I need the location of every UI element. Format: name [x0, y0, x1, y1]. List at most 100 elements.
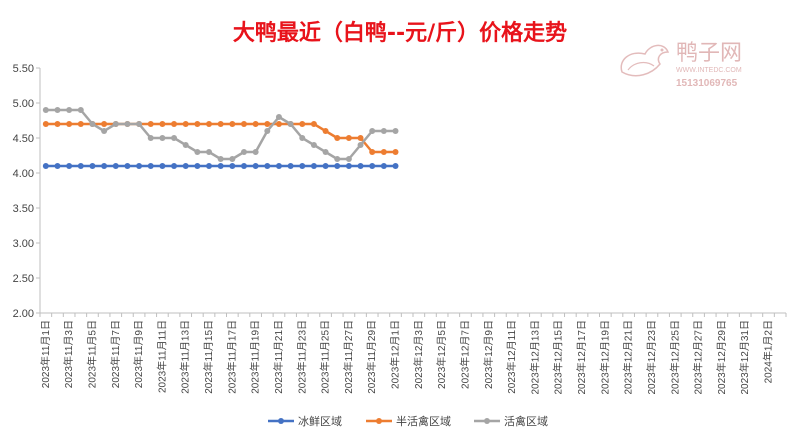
watermark-logo: 鸭子网 WWW.INTEDC.COM 15131069765: [620, 41, 742, 89]
legend-label: 冰鲜区域: [298, 414, 342, 428]
x-tick-label: 2023年12月3日: [412, 320, 425, 389]
x-tick-label: 2023年11月15日: [202, 320, 215, 394]
data-point: [252, 149, 259, 155]
x-tick-label: 2023年12月29日: [715, 320, 728, 395]
legend-marker-icon: [484, 418, 490, 424]
y-tick-label: 3.50: [13, 203, 34, 215]
data-point: [77, 121, 84, 127]
x-tick-label: 2023年11月17日: [225, 320, 238, 394]
data-point: [240, 121, 247, 127]
x-tick-label: 2023年12月21日: [622, 320, 635, 395]
data-point: [194, 149, 201, 155]
legend-item: 半活禽区域: [366, 414, 451, 428]
data-point: [310, 163, 317, 169]
x-tick-label: 2023年12月13日: [528, 320, 541, 395]
data-point: [229, 121, 236, 127]
data-point: [264, 163, 271, 169]
y-tick-label: 5.00: [13, 98, 34, 110]
data-point: [147, 135, 154, 141]
watermark-site: WWW.INTEDC.COM: [676, 67, 742, 74]
series-line: [45, 108, 396, 161]
data-point: [380, 149, 387, 155]
y-tick-label: 3.00: [13, 238, 34, 250]
data-point: [159, 163, 166, 169]
y-tick-label: 2.00: [13, 308, 34, 320]
data-point: [275, 121, 282, 127]
data-point: [42, 107, 49, 113]
data-point: [147, 121, 154, 127]
x-tick-label: 2023年11月27日: [342, 320, 355, 394]
data-point: [124, 163, 131, 169]
legend: 冰鲜区域 半活禽区域 活禽区域: [268, 414, 548, 428]
data-point: [171, 121, 178, 127]
data-point: [182, 121, 189, 127]
data-point: [310, 142, 317, 148]
data-point: [206, 149, 213, 155]
x-tick-label: 2023年12月25日: [668, 320, 681, 395]
series-2: [42, 121, 399, 155]
data-point: [287, 121, 294, 127]
chart-title: 大鸭最近（白鸭--元/斤）价格走势: [233, 20, 567, 46]
data-point: [322, 128, 329, 134]
data-point: [299, 121, 306, 127]
x-tick-label: 2023年11月29日: [365, 320, 378, 394]
x-tick-label: 2023年12月15日: [552, 320, 565, 395]
series-3: [42, 107, 399, 162]
data-point: [42, 121, 49, 127]
data-point: [217, 156, 224, 162]
data-point: [299, 163, 306, 169]
x-tick-label: 2023年11月5日: [85, 320, 98, 388]
data-point: [217, 163, 224, 169]
data-point: [77, 163, 84, 169]
data-point: [54, 163, 61, 169]
data-point: [194, 121, 201, 127]
data-point: [101, 128, 108, 134]
watermark-phone: 15131069765: [676, 78, 738, 89]
data-point: [392, 128, 399, 134]
x-tick-label: 2023年11月19日: [249, 320, 262, 394]
data-point: [380, 128, 387, 134]
x-tick-label: 2023年12月11日: [505, 320, 518, 394]
data-point: [182, 142, 189, 148]
data-point: [357, 142, 364, 148]
data-point: [287, 163, 294, 169]
data-point: [345, 135, 352, 141]
x-tick-label: 2023年11月9日: [132, 320, 145, 388]
data-point: [77, 107, 84, 113]
data-point: [275, 163, 282, 169]
data-point: [357, 163, 364, 169]
data-point: [171, 135, 178, 141]
x-tick-label: 2023年11月3日: [62, 320, 75, 388]
data-point: [159, 121, 166, 127]
x-tick-label: 2023年11月21日: [272, 320, 285, 394]
data-point: [229, 163, 236, 169]
data-point: [392, 163, 399, 169]
x-tick-label: 2023年12月1日: [389, 320, 402, 389]
data-point: [322, 149, 329, 155]
data-point: [322, 163, 329, 169]
data-point: [112, 121, 119, 127]
legend-item: 活禽区域: [474, 414, 548, 428]
x-tick-label: 2023年11月23日: [295, 320, 308, 394]
x-tick-label: 2023年11月13日: [179, 320, 192, 394]
x-tick-label: 2023年12月27日: [692, 320, 705, 395]
data-point: [101, 121, 108, 127]
x-axis-ticks: 2023年11月1日 2023年11月3日 2023年11月5日 2023年11月7日…: [39, 313, 787, 395]
axes: [39, 68, 786, 314]
x-tick-label: 2023年11月25日: [319, 320, 332, 394]
data-point: [334, 135, 341, 141]
data-point: [89, 121, 96, 127]
data-point: [369, 149, 376, 155]
data-point: [229, 156, 236, 162]
data-point: [136, 121, 143, 127]
data-point: [171, 163, 178, 169]
x-tick-label: 2023年12月9日: [482, 320, 495, 389]
data-point: [101, 163, 108, 169]
x-tick-label: 2023年12月5日: [435, 320, 448, 389]
data-point: [182, 163, 189, 169]
data-point: [252, 121, 259, 127]
series-layer: [42, 107, 399, 169]
data-point: [345, 156, 352, 162]
data-point: [240, 163, 247, 169]
